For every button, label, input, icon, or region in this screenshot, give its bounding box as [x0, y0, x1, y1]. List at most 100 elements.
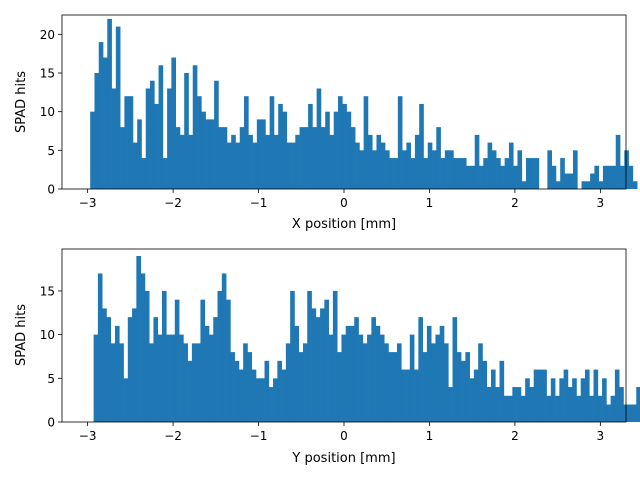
histogram-bar [419, 103, 424, 189]
histogram-bar [384, 343, 389, 422]
histogram-bar [127, 317, 133, 422]
histogram-bar [273, 378, 278, 422]
histogram-bar [98, 42, 104, 189]
x-tick-label: 0 [340, 196, 348, 210]
histogram-bar [567, 387, 573, 422]
y-tick-label: 15 [40, 284, 55, 298]
histogram-bar [123, 378, 129, 422]
histogram-bar [201, 111, 206, 189]
histogram-bar [302, 343, 308, 422]
y-tick-label: 10 [40, 328, 55, 342]
histogram-bar [192, 65, 198, 189]
histogram-bar [495, 387, 500, 422]
histogram-bar [627, 404, 633, 422]
histogram-bar [376, 134, 382, 189]
histogram-bar [555, 395, 560, 422]
histogram-bar [406, 142, 411, 189]
histogram-bar [461, 158, 467, 189]
histogram-bar [499, 360, 505, 422]
histogram-bar [359, 150, 364, 189]
histogram-bar [124, 96, 129, 189]
y-axis-ticks: 0 5 10 15 20 [40, 28, 62, 197]
histogram-bar [597, 395, 603, 422]
histogram-bar [128, 96, 134, 189]
x-axis-label: X position [mm] [292, 217, 396, 232]
histogram-bar [520, 395, 526, 422]
histogram-bar [132, 142, 138, 189]
histogram-bar [234, 360, 240, 422]
histogram-bar [114, 325, 120, 422]
histogram-bar [503, 395, 509, 422]
histogram-bar [174, 299, 180, 422]
histogram-bar [166, 334, 171, 422]
histogram-bar [145, 88, 151, 189]
histogram-bar [385, 150, 390, 189]
subplot-x-position: −3 −2 −1 0 1 2 3 0 5 10 15 20 X position [mm] SPAD… [14, 14, 638, 232]
histogram-bar [379, 334, 385, 422]
histogram-bar [585, 181, 591, 189]
histogram-bar [372, 150, 377, 189]
histogram-bar [572, 378, 577, 422]
x-tick-label: 1 [426, 429, 434, 443]
histogram-bar [486, 387, 492, 422]
x-axis-label: Y position [mm] [291, 451, 395, 466]
histogram-bar [311, 308, 317, 422]
histogram-bar [632, 181, 638, 189]
histogram-bar [179, 134, 185, 189]
histogram-bar [589, 395, 594, 422]
histogram-bar [563, 369, 569, 422]
histogram-bar [350, 127, 356, 189]
histogram-bar [496, 158, 501, 189]
histogram-bar [188, 134, 194, 189]
histogram-bar [285, 343, 291, 422]
histogram-bar [418, 317, 423, 422]
histogram-bar [239, 127, 245, 189]
histogram-bar [457, 158, 463, 189]
y-axis-ticks: 0 5 10 15 [40, 284, 62, 430]
histogram-bar [132, 308, 137, 422]
histogram-bar [354, 317, 359, 422]
histogram-bar [291, 142, 296, 189]
histogram-bar [120, 127, 125, 189]
y-tick-label: 5 [47, 372, 55, 386]
histogram-bar [214, 80, 219, 189]
histogram-bar [217, 290, 223, 422]
histogram-bar [581, 181, 587, 189]
histogram-bar [325, 111, 330, 189]
y-tick-label: 5 [47, 144, 55, 158]
histogram-bar [315, 317, 321, 422]
histogram-bar [312, 127, 317, 189]
histogram-bar [402, 150, 407, 189]
histogram-bar [338, 96, 343, 189]
histogram-bar [559, 378, 564, 422]
histogram-bar [204, 325, 210, 422]
y-tick-label: 0 [47, 183, 55, 197]
histogram-bar [328, 334, 334, 422]
histogram-bar [517, 150, 523, 189]
histogram-bar [551, 165, 557, 189]
histogram-bar [636, 387, 640, 422]
histogram-bar [516, 387, 522, 422]
histogram-bar [607, 165, 612, 189]
histogram-bar [432, 150, 437, 189]
histogram-bar [243, 343, 248, 422]
histogram-bar [346, 111, 352, 189]
histogram-bar [208, 334, 214, 422]
histogram-bar [355, 142, 360, 189]
histogram-bar [440, 158, 446, 189]
histogram-bar [525, 378, 530, 422]
histogram-bar [363, 96, 369, 189]
histogram-bar [115, 26, 121, 189]
histogram-bar [226, 299, 231, 422]
histogram-bar [410, 158, 416, 189]
histogram-bar [611, 165, 617, 189]
histogram-bar [436, 127, 441, 189]
histogram-bar [261, 119, 266, 189]
histogram-bar [255, 378, 261, 422]
histogram-bar [624, 150, 629, 189]
y-tick-label: 20 [40, 28, 55, 42]
histogram-bar [294, 325, 300, 422]
histogram-bar [461, 360, 466, 422]
histogram-bar [560, 158, 565, 189]
y-tick-label: 0 [47, 416, 55, 430]
